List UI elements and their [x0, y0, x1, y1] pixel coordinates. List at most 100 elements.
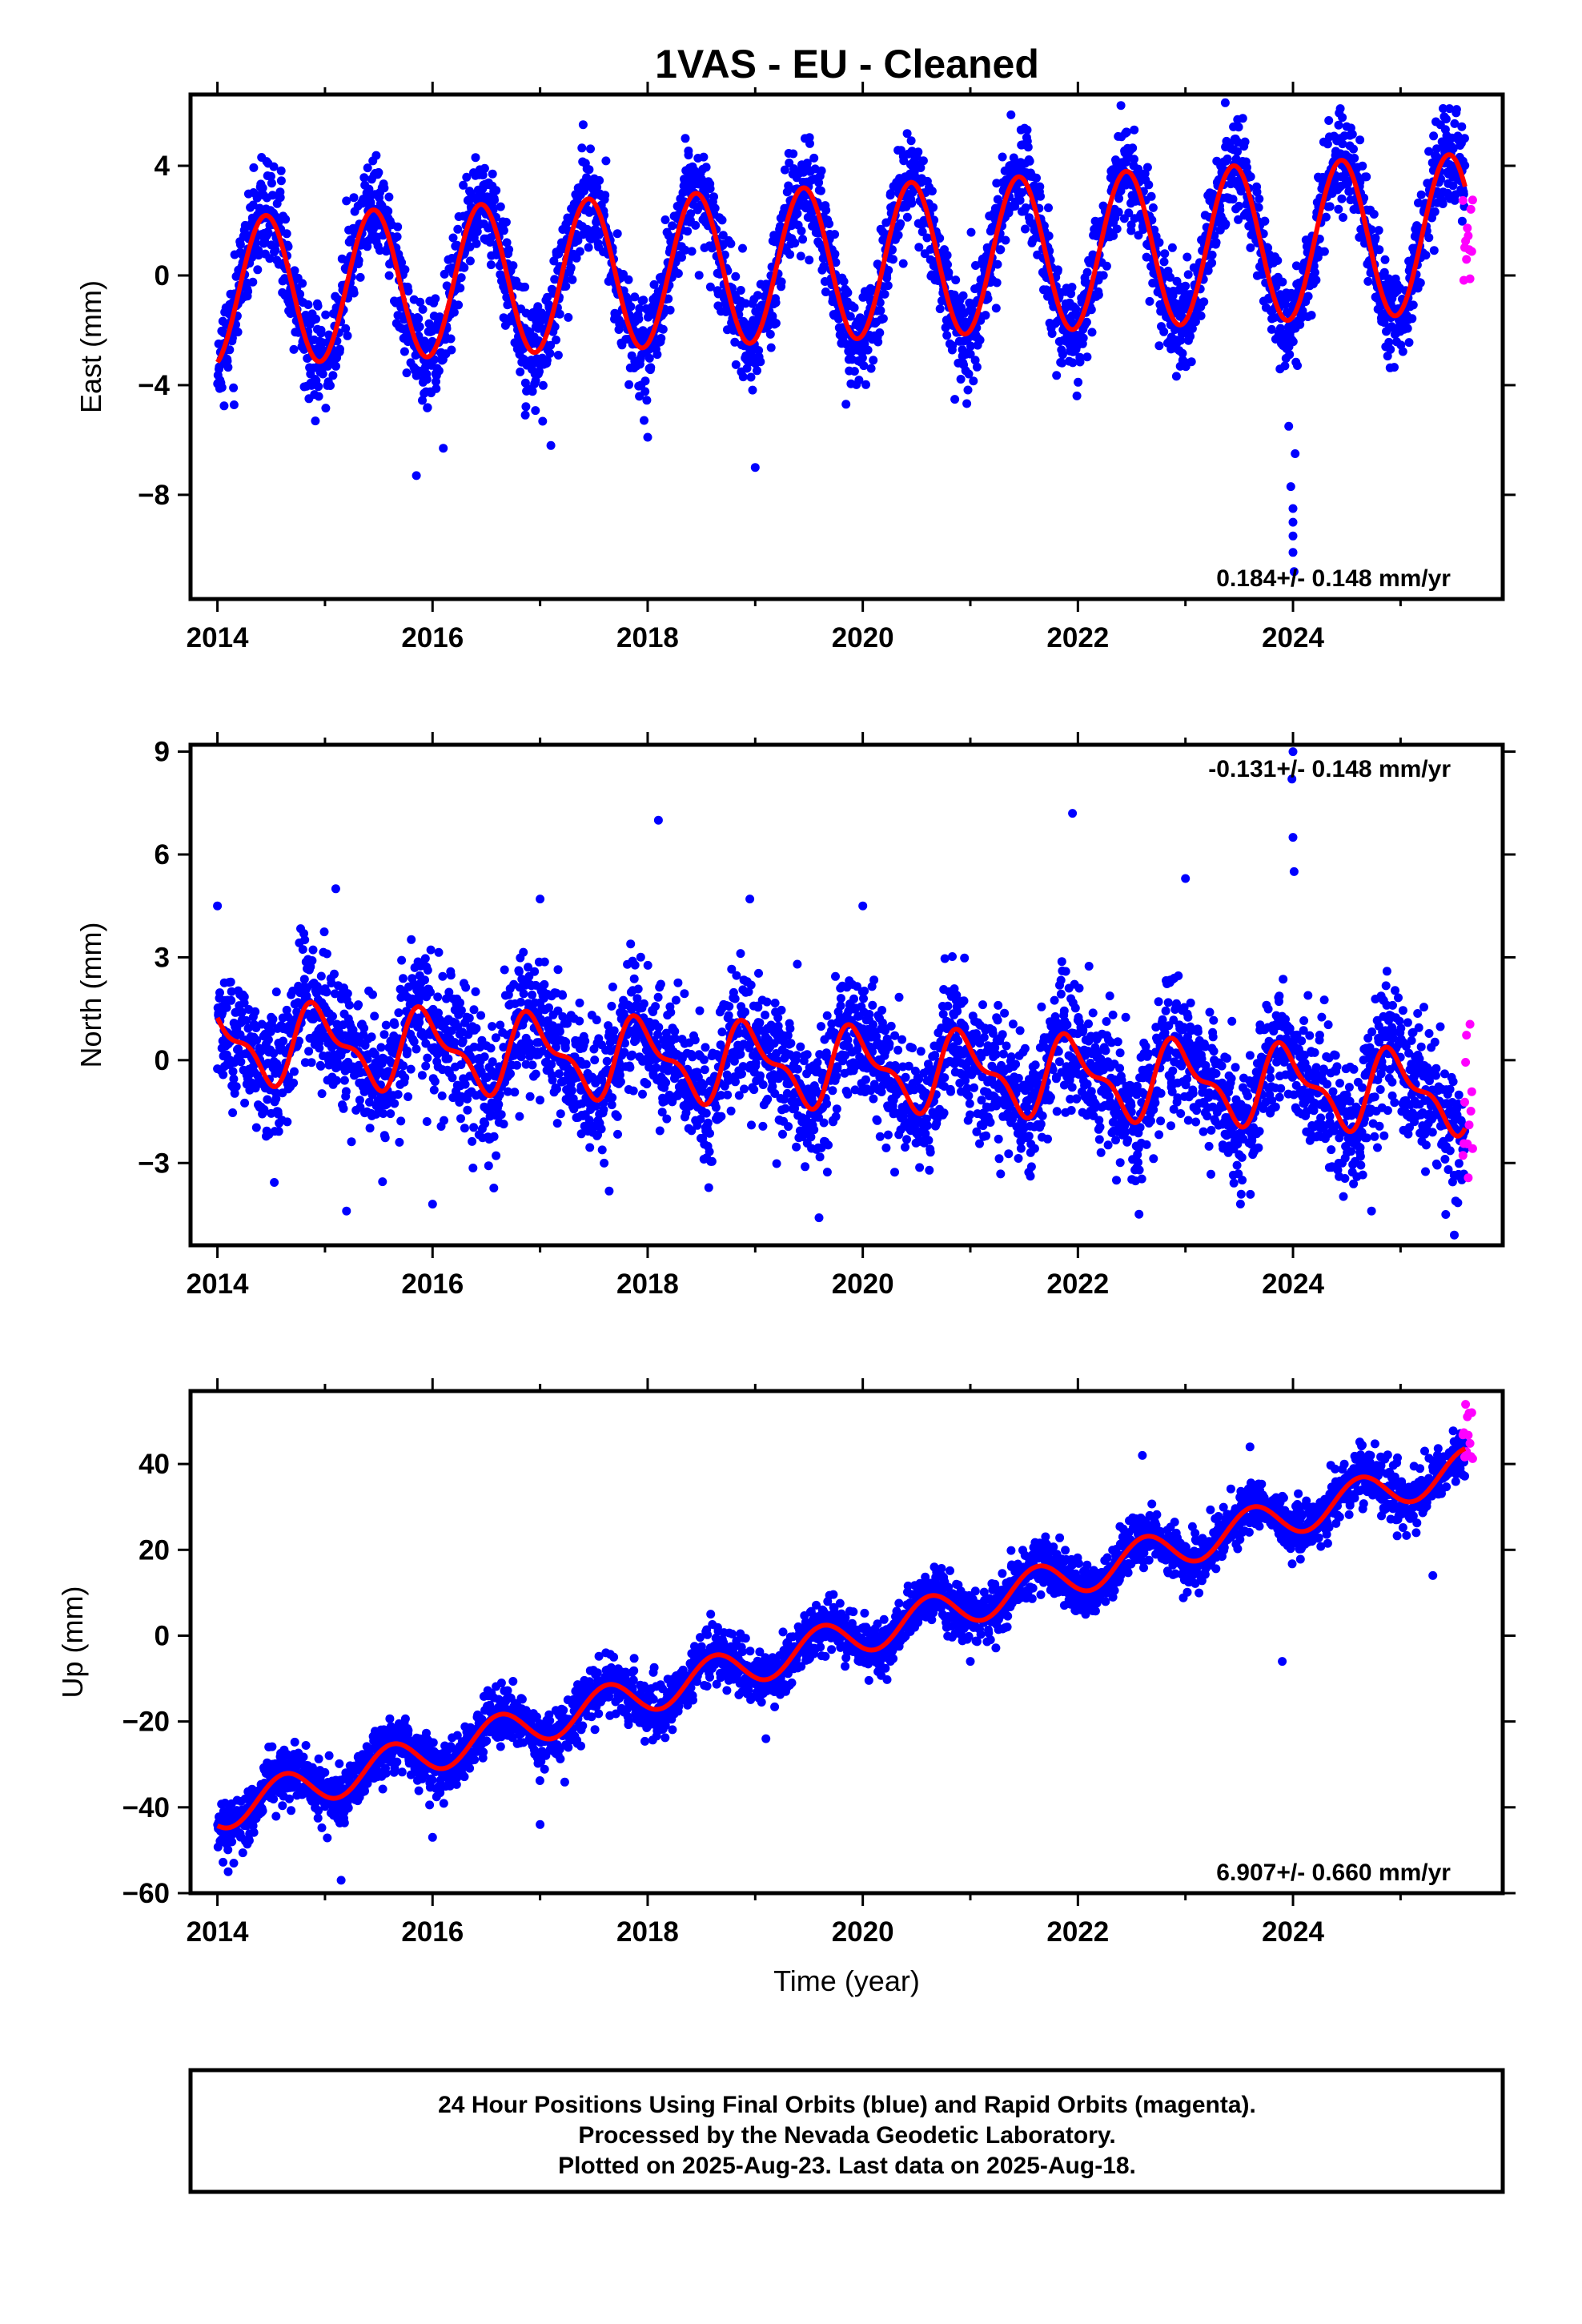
north-data-point [673, 978, 683, 987]
east-data-point [1448, 181, 1458, 191]
north-data-point [399, 974, 408, 983]
east-data-point [1124, 208, 1134, 218]
east-data-point [1273, 255, 1283, 265]
north-data-point [607, 1001, 616, 1011]
east-data-point [1246, 243, 1255, 252]
east-data-point [456, 283, 465, 293]
north-data-point [469, 1005, 479, 1015]
east-data-point [972, 362, 982, 372]
east-data-point [283, 242, 293, 251]
east-data-point [906, 136, 916, 146]
east-data-point [219, 401, 229, 411]
north-data-point [460, 1080, 470, 1089]
east-data-point [1114, 194, 1124, 203]
east-data-point [687, 247, 697, 256]
north-data-point [556, 1109, 565, 1119]
east-data-point [586, 144, 595, 154]
east-data-point [1303, 292, 1313, 301]
north-data-point [568, 1094, 578, 1104]
north-data-point [444, 987, 454, 997]
north-data-point [516, 997, 525, 1007]
east-data-point [1159, 257, 1169, 267]
east-data-point [490, 195, 499, 205]
north-data-point [322, 987, 331, 997]
east-data-point [1159, 327, 1169, 336]
east-data-point [830, 249, 840, 259]
east-data-point [289, 344, 299, 354]
east-data-point [349, 288, 359, 298]
north-data-point [263, 1095, 272, 1104]
north-data-point [315, 1043, 324, 1053]
east-data-point [434, 366, 444, 376]
east-data-point [841, 400, 851, 409]
north-data-point [561, 1037, 571, 1047]
north-data-point [653, 992, 663, 1002]
east-data-point [880, 289, 889, 299]
east-data-point [531, 406, 540, 416]
east-data-point [1221, 219, 1231, 229]
east-data-point [1036, 191, 1045, 201]
east-data-point [1094, 290, 1103, 300]
east-data-point [1321, 212, 1331, 222]
north-data-point [283, 1117, 292, 1127]
north-data-point [701, 1108, 711, 1118]
east-data-point [1183, 270, 1193, 279]
east-data-point [446, 334, 456, 344]
north-data-point [426, 945, 436, 955]
east-data-point [830, 230, 840, 239]
east-data-point [780, 165, 789, 175]
north-data-point [597, 1145, 607, 1155]
east-data-point [1146, 191, 1156, 201]
east-data-point [916, 163, 926, 172]
north-data-point [723, 1090, 733, 1100]
north-data-point [317, 1089, 327, 1099]
north-data-point [426, 987, 435, 997]
east-data-point [993, 259, 1002, 269]
north-data-point [456, 1006, 466, 1015]
east-data-point [1285, 350, 1295, 360]
north-data-point [298, 945, 307, 955]
east-data-point [1460, 161, 1470, 171]
east-data-point [1307, 311, 1316, 320]
east-data-point [1235, 201, 1243, 211]
east-data-point [454, 300, 464, 310]
east-data-point [1358, 161, 1367, 171]
north-data-point [499, 1120, 508, 1129]
north-data-point [469, 1123, 479, 1132]
east-data-point [914, 243, 924, 252]
east-outlier-point [1288, 504, 1298, 513]
north-data-point [379, 1030, 389, 1039]
east-data-point [592, 183, 602, 192]
east-data-point [902, 129, 912, 139]
east-data-point [1246, 172, 1255, 182]
north-data-point [575, 1016, 584, 1026]
east-data-point [496, 202, 505, 211]
north-data-point [519, 989, 528, 999]
east-outlier-point [1291, 449, 1300, 458]
east-data-point [1240, 137, 1250, 147]
north-data-point [552, 1084, 561, 1094]
north-data-point [242, 1015, 251, 1025]
east-data-point [1075, 357, 1085, 367]
east-data-point [640, 376, 650, 386]
north-data-point [666, 1007, 676, 1017]
north-data-point [567, 1086, 576, 1096]
east-data-point [415, 322, 424, 332]
east-data-point [705, 184, 715, 194]
east-data-point [1407, 314, 1417, 324]
east-data-point [577, 143, 587, 153]
east-data-point [1021, 203, 1030, 212]
north-data-point [397, 955, 407, 965]
north-data-point [438, 971, 448, 981]
east-data-point [798, 235, 808, 244]
north-data-point [422, 1117, 432, 1126]
north-data-point [420, 954, 430, 963]
east-data-point [1182, 252, 1192, 262]
north-data-point [704, 1183, 713, 1192]
east-data-point [756, 357, 765, 367]
east-data-point [652, 350, 662, 360]
north-data-point [380, 1133, 390, 1143]
east-data-point [504, 245, 514, 255]
east-data-point [448, 233, 458, 243]
north-data-point [316, 1061, 326, 1071]
